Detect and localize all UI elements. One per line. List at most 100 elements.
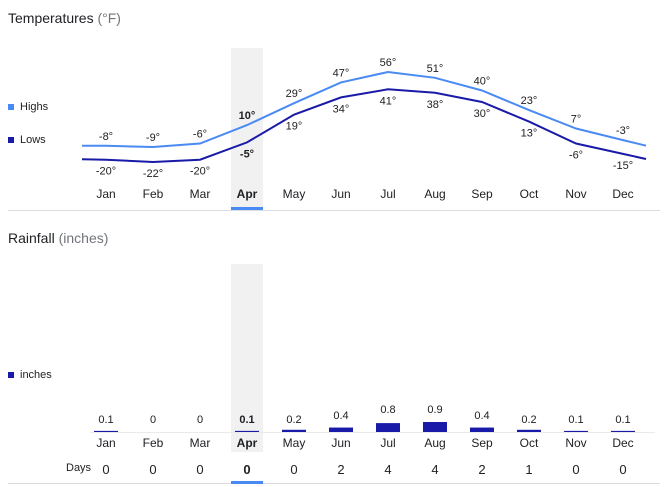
temp-month-tick-label: Nov (565, 187, 586, 201)
temp-month-tick-label: Feb (143, 187, 164, 201)
lows-series-line (81, 88, 647, 164)
temp-month-tick-label: May (283, 187, 306, 201)
rain-month-tick-label: Jan (96, 436, 115, 450)
legend-lows[interactable]: Lows (8, 134, 46, 146)
highs-data-label: 51° (427, 63, 444, 75)
days-label: Days (66, 462, 92, 474)
rain-bar (423, 422, 447, 432)
rain-bar (517, 429, 541, 432)
lows-data-label: 19° (286, 121, 303, 133)
rainfall-title-text: Rainfall (8, 230, 55, 246)
rain-data-label: 0.9 (427, 404, 442, 416)
lows-data-label: -15° (613, 160, 633, 172)
highs-data-label: 29° (286, 88, 303, 100)
lows-data-label: -6° (569, 150, 583, 162)
lows-data-label: -20° (190, 166, 210, 178)
rain-days-value: 0 (619, 462, 626, 477)
rain-data-label: 0.1 (568, 414, 583, 426)
highs-series-line (81, 70, 647, 149)
highs-data-label: -6° (193, 129, 207, 141)
lows-data-label: 13° (521, 128, 538, 140)
selected-month-indicator[interactable] (231, 207, 263, 210)
temperatures-title: Temperatures (°F) (8, 10, 121, 26)
highs-data-label: -3° (616, 125, 630, 137)
rainfall-title: Rainfall (inches) (8, 230, 108, 246)
rain-month-tick-label: Aug (424, 436, 445, 450)
rain-bar (329, 427, 353, 432)
rain-days-value: 0 (149, 462, 156, 477)
rain-data-label: 0 (150, 414, 156, 426)
rain-month-tick-label: Dec (612, 436, 633, 450)
lows-data-label: 41° (380, 95, 397, 107)
legend-highs-label: Highs (20, 101, 49, 113)
rain-data-label: 0.2 (286, 414, 301, 426)
rain-data-label: 0.4 (333, 410, 348, 422)
section-divider (8, 210, 660, 211)
rain-month-tick-label: Feb (143, 436, 164, 450)
rain-bar (611, 430, 635, 432)
rainfall-unit: (inches) (58, 230, 109, 246)
rain-month-tick-label: May (283, 436, 306, 450)
legend-highs[interactable]: Highs (8, 101, 48, 113)
temp-month-tick-label: Oct (520, 187, 539, 201)
legend-inches[interactable]: inches (8, 369, 52, 381)
rain-bar (235, 430, 259, 432)
rain-days-value: 0 (102, 462, 109, 477)
lows-data-label: 30° (474, 108, 491, 120)
rain-data-label: 0.2 (521, 414, 536, 426)
legend-inches-swatch (8, 372, 14, 378)
rain-data-label: 0.8 (380, 404, 395, 416)
selected-month-highlight-rain (231, 264, 263, 452)
legend-inches-label: inches (20, 369, 52, 381)
highs-data-label: 40° (474, 75, 491, 87)
rain-bar (564, 430, 588, 432)
lows-data-label: 38° (427, 99, 444, 111)
rain-month-tick-label: Mar (190, 436, 211, 450)
temp-month-tick-label: Dec (612, 187, 633, 201)
rain-days-value: 2 (478, 462, 485, 477)
highs-data-label: 56° (380, 57, 397, 69)
rain-data-label: 0 (197, 414, 203, 426)
rain-days-value: 0 (243, 462, 250, 477)
rain-days-value: 0 (196, 462, 203, 477)
lows-data-label: 34° (333, 103, 350, 115)
temp-month-tick-label: Mar (190, 187, 211, 201)
rain-month-tick-label: Jul (380, 436, 395, 450)
rain-data-label: 0.4 (474, 410, 489, 422)
rain-days-value: 2 (337, 462, 344, 477)
rain-data-label: 0.1 (615, 414, 630, 426)
rain-bar (376, 423, 400, 432)
legend-lows-swatch (8, 137, 14, 143)
rain-month-tick-label: Oct (520, 436, 539, 450)
temp-month-tick-label: Jun (331, 187, 350, 201)
temp-month-tick-label: Jan (96, 187, 115, 201)
bottom-divider (8, 483, 660, 484)
highs-data-label: 7° (571, 114, 582, 126)
rain-days-value: 4 (431, 462, 438, 477)
rain-bar (470, 427, 494, 432)
temp-month-tick-label: Apr (237, 187, 258, 201)
highs-data-label: 23° (521, 95, 538, 107)
temp-month-tick-label: Jul (380, 187, 395, 201)
temp-month-tick-label: Sep (471, 187, 493, 201)
highs-data-label: 47° (333, 67, 350, 79)
legend-lows-label: Lows (20, 134, 46, 146)
highs-data-label: 10° (239, 110, 256, 122)
legend-highs-swatch (8, 104, 14, 110)
temperatures-unit: (°F) (97, 10, 121, 26)
selected-month-indicator-rain[interactable] (231, 481, 263, 484)
highs-data-label: -9° (146, 132, 160, 144)
lows-data-label: -5° (240, 148, 254, 160)
rain-data-label: 0.1 (98, 414, 113, 426)
rain-days-value: 1 (525, 462, 532, 477)
rain-month-tick-label: Jun (331, 436, 350, 450)
rain-bar (282, 429, 306, 432)
temperatures-title-text: Temperatures (8, 10, 94, 26)
rain-days-value: 4 (384, 462, 391, 477)
rain-days-value: 0 (572, 462, 579, 477)
lows-data-label: -20° (96, 166, 116, 178)
rain-month-tick-label: Nov (565, 436, 586, 450)
rain-bar (94, 430, 118, 432)
rain-month-tick-label: Sep (471, 436, 493, 450)
